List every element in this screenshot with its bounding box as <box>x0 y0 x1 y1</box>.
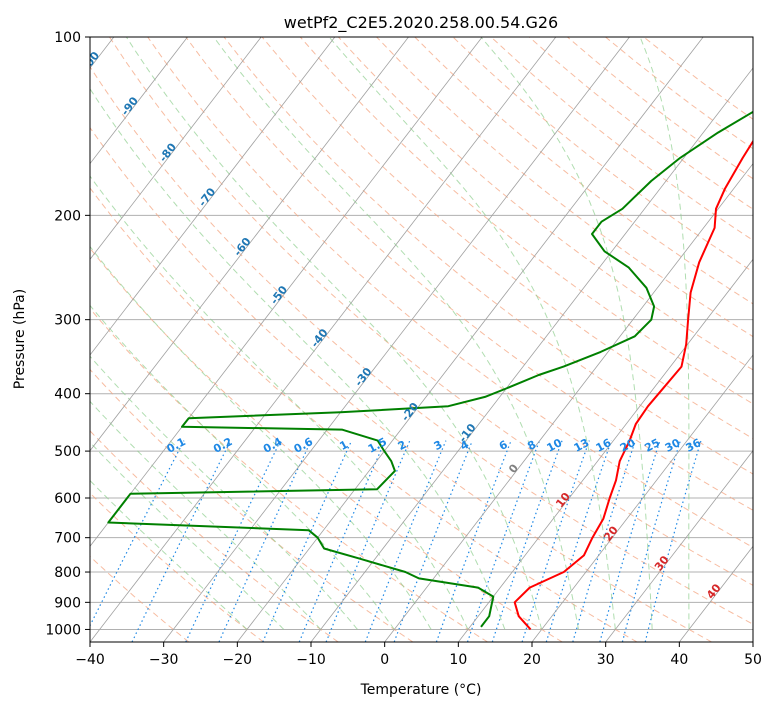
isotherm-line <box>163 37 630 642</box>
isotherm-line <box>531 354 753 642</box>
mixing-ratio-label: 16 <box>594 436 614 455</box>
isotherm-line <box>605 450 753 642</box>
y-tick-label: 300 <box>54 313 81 329</box>
temperature-line <box>513 139 753 631</box>
y-tick-label: 400 <box>54 387 81 403</box>
moist-adiabat-line <box>213 37 579 630</box>
dry-adiabat-line <box>109 37 753 586</box>
dry-adiabat-line <box>299 37 753 405</box>
dry-adiabat-line <box>90 187 638 642</box>
mixing-ratio-line <box>466 440 541 642</box>
moist-adiabat-line <box>90 355 358 630</box>
x-tick-label: 20 <box>523 652 541 668</box>
x-tick-label: 40 <box>670 652 688 668</box>
mixing-ratio-line <box>521 440 590 642</box>
mixing-ratio-line <box>90 440 185 628</box>
y-tick-label: 800 <box>54 565 81 581</box>
moist-adiabat-line <box>90 400 322 630</box>
y-tick-label: 500 <box>54 444 81 460</box>
x-tick-label: 0 <box>380 652 389 668</box>
isotherm-line <box>90 37 336 356</box>
mixing-ratio-lines <box>90 440 702 642</box>
plot-frame <box>89 36 754 643</box>
mixing-ratio-line <box>364 440 447 642</box>
mixing-ratio-label: 10 <box>545 436 565 455</box>
isotherm-line <box>384 162 753 642</box>
x-axis-label: Temperature (°C) <box>360 682 482 698</box>
x-tick-label: 30 <box>597 652 615 668</box>
profiles <box>107 110 753 631</box>
dry-adiabat-line <box>90 555 190 642</box>
y-tick-label: 200 <box>54 208 81 224</box>
y-tick-label: 900 <box>54 595 81 611</box>
mixing-ratio-line <box>491 440 563 642</box>
y-tick-label: 100 <box>54 30 81 46</box>
isotherms <box>90 37 753 642</box>
moist-adiabat-line <box>90 479 248 630</box>
isotherm-line <box>752 641 753 642</box>
y-axis: 100 200 300 400 500 600 700 800 900 1000 <box>45 30 90 638</box>
isotherm-line <box>90 37 188 165</box>
moist-adiabat-line <box>90 245 432 630</box>
mixing-ratio-line <box>435 440 512 642</box>
moist-adiabat-line <box>639 37 690 630</box>
mixing-ratio-line <box>185 440 281 642</box>
chart-title: wetPf2_C2E5.2020.258.00.54.G26 <box>284 13 558 33</box>
dry-adiabat-line <box>414 37 753 305</box>
dry-adiabat-line <box>185 37 753 511</box>
mixing-ratio-label: 36 <box>684 436 704 455</box>
x-tick-label: −10 <box>296 652 326 668</box>
x-axis: −40 −30 −20 −10 0 10 20 30 40 50 <box>75 642 762 668</box>
x-tick-label: −20 <box>223 652 253 668</box>
dry-adiabat-line <box>90 126 712 642</box>
mixing-ratio-label: 25 <box>642 436 662 455</box>
isotherm-line <box>90 37 483 547</box>
mixing-ratio-label: 20 <box>618 436 638 455</box>
dry-adiabat-line <box>338 37 753 371</box>
moist-adiabat-line <box>90 175 469 630</box>
moist-adiabat-line <box>328 37 616 630</box>
dry-adiabat-line <box>376 37 753 338</box>
isotherm-line <box>310 67 753 642</box>
y-axis-label: Pressure (hPa) <box>12 289 28 389</box>
x-tick-label: −30 <box>149 652 179 668</box>
isotherm-line <box>458 258 753 642</box>
moist-adiabat-line <box>480 37 653 630</box>
y-tick-label: 700 <box>54 531 81 547</box>
dewpoint-line <box>107 110 753 628</box>
moist-adiabat-line <box>90 87 506 630</box>
mixing-ratio-label: 13 <box>572 436 592 455</box>
plot-area <box>90 37 753 642</box>
y-tick-label: 1000 <box>45 622 81 638</box>
x-tick-label: 10 <box>449 652 467 668</box>
isotherm-line <box>237 37 704 642</box>
mixing-ratio-line <box>325 440 411 642</box>
dry-adiabat-line <box>90 307 488 642</box>
dry-adiabat-line <box>90 247 563 642</box>
mixing-ratio-line <box>131 440 232 642</box>
y-tick-label: 600 <box>54 491 81 507</box>
x-tick-label: −40 <box>75 652 105 668</box>
isotherm-line <box>90 37 262 260</box>
dry-adiabat-line <box>90 65 753 625</box>
x-tick-label: 50 <box>744 652 762 668</box>
moist-adiabat-line <box>90 304 395 630</box>
mixing-ratio-line <box>572 440 636 642</box>
mixing-ratio-line <box>545 440 612 642</box>
isotherm-line <box>90 37 409 452</box>
isotherm-line <box>90 37 557 642</box>
mixing-ratio-label: 30 <box>663 436 683 455</box>
